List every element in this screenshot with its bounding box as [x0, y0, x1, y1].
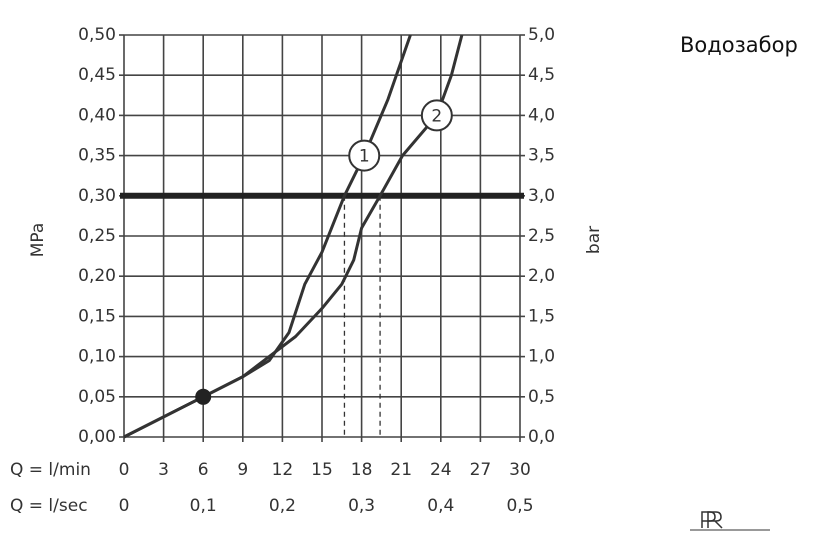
y2-tick-label: 5,0: [528, 25, 555, 45]
x-tick-label: 0: [119, 460, 130, 480]
y2-axis-label: bar: [584, 226, 604, 254]
x-axis-label: Q = l/min: [10, 460, 91, 480]
y-tick-label: 0,30: [78, 186, 116, 206]
y-tick-label: 0,10: [78, 347, 116, 367]
x-tick-label: 12: [272, 460, 294, 480]
y2-tick-label: 4,0: [528, 105, 555, 125]
series-label: 2: [431, 106, 442, 126]
chart-title: Водозабор: [680, 33, 798, 57]
x-tick-label: 18: [351, 460, 373, 480]
x2-tick-label: 0,3: [348, 496, 375, 516]
x-tick-label: 21: [390, 460, 412, 480]
y-axis-label: MPa: [28, 223, 48, 258]
y-tick-label: 0,50: [78, 25, 116, 45]
x2-tick-label: 0,5: [506, 496, 533, 516]
x2-axis-label: Q = l/sec: [10, 496, 88, 516]
x2-tick-label: 0,2: [269, 496, 296, 516]
x2-tick-label: 0,4: [427, 496, 454, 516]
marker-point: [195, 388, 212, 405]
series-label-circle: [420, 99, 453, 132]
y2-tick-label: 1,0: [528, 347, 555, 367]
y2-tick-label: 3,0: [528, 186, 555, 206]
x-tick-label: 24: [430, 460, 452, 480]
x-tick-label: 6: [198, 460, 209, 480]
y-tick-label: 0,45: [78, 65, 116, 85]
y-tick-label: 0,00: [78, 427, 116, 447]
logo: [690, 511, 770, 531]
y2-tick-label: 3,5: [528, 146, 555, 166]
y-tick-label: 0,20: [78, 266, 116, 286]
series-label: 1: [359, 147, 370, 167]
x-tick-label: 30: [509, 460, 531, 480]
y-tick-label: 0,40: [78, 105, 116, 125]
y2-tick-label: 0,0: [528, 427, 555, 447]
x-tick-label: 3: [158, 460, 169, 480]
x2-tick-label: 0: [119, 496, 130, 516]
x2-tick-label: 0,1: [190, 496, 217, 516]
y-tick-label: 0,25: [78, 226, 116, 246]
series-label-circle: [348, 139, 381, 172]
y2-tick-label: 0,5: [528, 387, 555, 407]
x-tick-label: 15: [311, 460, 333, 480]
y2-tick-label: 1,5: [528, 306, 555, 326]
x-tick-label: 9: [237, 460, 248, 480]
y-tick-label: 0,15: [78, 306, 116, 326]
x-tick-label: 27: [470, 460, 492, 480]
y-tick-label: 0,05: [78, 387, 116, 407]
y2-tick-label: 4,5: [528, 65, 555, 85]
y2-tick-label: 2,0: [528, 266, 555, 286]
y2-tick-label: 2,5: [528, 226, 555, 246]
y-tick-label: 0,35: [78, 146, 116, 166]
